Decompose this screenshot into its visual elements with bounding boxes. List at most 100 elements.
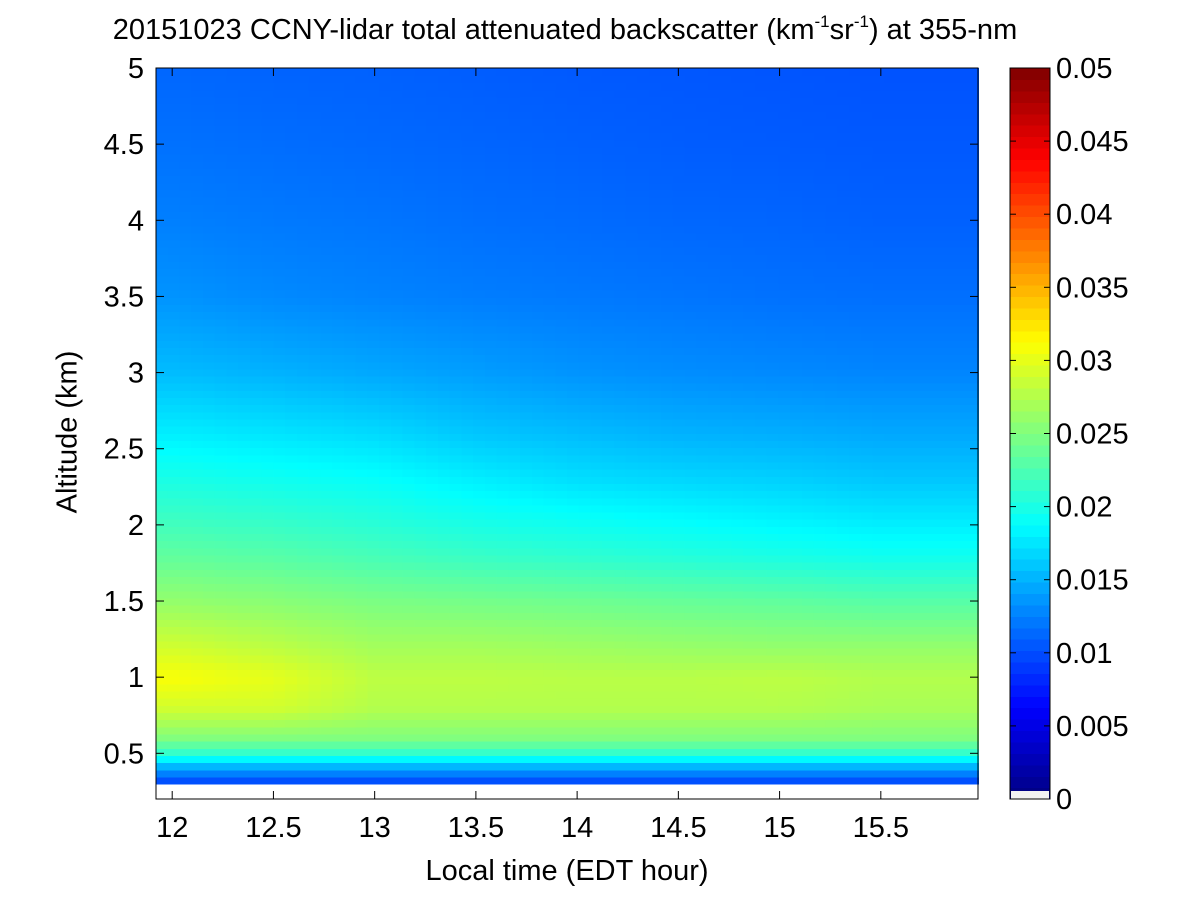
heatmap-cell xyxy=(543,611,557,620)
heatmap-cell xyxy=(590,275,604,284)
heatmap-cell xyxy=(520,390,533,399)
heatmap-cell xyxy=(790,719,803,728)
heatmap-cell xyxy=(496,275,510,284)
heatmap-cell xyxy=(449,468,463,477)
heatmap-cell xyxy=(637,683,650,692)
heatmap-cell xyxy=(696,719,709,728)
heatmap-cell xyxy=(942,497,956,506)
heatmap-cell xyxy=(860,747,874,756)
heatmap-cell xyxy=(496,332,510,341)
heatmap-cell xyxy=(238,576,251,585)
heatmap-cell xyxy=(590,397,604,406)
heatmap-cell xyxy=(249,747,263,756)
heatmap-cell xyxy=(719,454,733,463)
heatmap-cell xyxy=(402,569,416,577)
heatmap-cell xyxy=(191,676,204,685)
heatmap-cell xyxy=(860,382,874,391)
heatmap-cell xyxy=(778,569,791,577)
heatmap-cell xyxy=(414,705,427,713)
heatmap-cell xyxy=(449,440,463,449)
heatmap-cell xyxy=(625,390,639,399)
heatmap-cell xyxy=(625,705,639,713)
heatmap-cell xyxy=(308,433,322,441)
heatmap-cell xyxy=(531,275,545,284)
heatmap-cell xyxy=(907,289,921,298)
heatmap-cell xyxy=(285,776,298,785)
heatmap-cell xyxy=(766,504,780,513)
heatmap-cell xyxy=(942,705,956,713)
heatmap-cell xyxy=(555,468,568,477)
heatmap-cell xyxy=(790,461,803,470)
heatmap-cell xyxy=(437,461,451,470)
heatmap-cell xyxy=(461,332,474,341)
heatmap-cell xyxy=(613,690,627,699)
heatmap-cell xyxy=(426,576,439,585)
heatmap-cell xyxy=(308,361,322,370)
heatmap-cell xyxy=(954,318,968,327)
heatmap-cell xyxy=(660,511,674,520)
heatmap-cell xyxy=(696,411,709,420)
heatmap-cell xyxy=(707,390,721,399)
heatmap-cell xyxy=(379,440,392,449)
heatmap-cell xyxy=(837,461,850,470)
heatmap-cell xyxy=(355,311,369,320)
heatmap-cell xyxy=(296,540,310,549)
heatmap-cell xyxy=(884,375,897,384)
heatmap-cell xyxy=(895,361,909,370)
heatmap-cell xyxy=(672,740,686,749)
heatmap-cell xyxy=(320,347,333,356)
heatmap-cell xyxy=(343,697,357,706)
heatmap-cell xyxy=(520,318,533,327)
heatmap-cell xyxy=(437,604,451,613)
heatmap-cell xyxy=(484,647,498,656)
heatmap-cell xyxy=(390,633,404,642)
heatmap-cell xyxy=(567,440,580,449)
heatmap-cell xyxy=(825,368,838,377)
heatmap-cell xyxy=(766,497,780,506)
heatmap-cell xyxy=(167,640,181,649)
heatmap-cell xyxy=(273,626,286,635)
heatmap-cell xyxy=(156,561,169,570)
heatmap-cell xyxy=(461,719,474,728)
heatmap-cell xyxy=(860,533,874,542)
heatmap-cell xyxy=(719,647,733,656)
heatmap-cell xyxy=(919,690,932,699)
heatmap-cell xyxy=(296,361,310,370)
heatmap-cell xyxy=(872,289,885,298)
heatmap-cell xyxy=(332,583,345,592)
heatmap-cell xyxy=(355,540,369,549)
heatmap-cell xyxy=(473,382,486,391)
heatmap-cell xyxy=(602,705,615,713)
heatmap-cell xyxy=(273,518,286,527)
heatmap-cell xyxy=(790,354,803,363)
heatmap-cell xyxy=(308,576,322,585)
heatmap-cell xyxy=(766,576,780,585)
heatmap-cell xyxy=(261,705,275,713)
heatmap-cell xyxy=(520,325,533,334)
heatmap-cell xyxy=(202,289,216,298)
heatmap-cell xyxy=(660,626,674,635)
heatmap-cell xyxy=(531,475,545,484)
heatmap-cell xyxy=(191,289,204,298)
heatmap-cell xyxy=(696,633,709,642)
heatmap-cell xyxy=(285,626,298,635)
heatmap-cell xyxy=(848,390,862,399)
heatmap-cell xyxy=(285,318,298,327)
heatmap-cell xyxy=(696,640,709,649)
heatmap-cell xyxy=(543,468,557,477)
heatmap-cell xyxy=(907,375,921,384)
heatmap-cell xyxy=(343,547,357,556)
heatmap-cell xyxy=(402,497,416,506)
heatmap-cell xyxy=(273,576,286,585)
heatmap-cell xyxy=(285,411,298,420)
heatmap-cell xyxy=(461,633,474,642)
heatmap-cell xyxy=(684,332,697,341)
heatmap-cell xyxy=(343,640,357,649)
heatmap-cell xyxy=(473,762,486,771)
heatmap-cell xyxy=(754,640,768,649)
heatmap-cell xyxy=(719,461,733,470)
heatmap-cell xyxy=(285,332,298,341)
heatmap-cell xyxy=(766,361,780,370)
heatmap-cell xyxy=(754,332,768,341)
heatmap-cell xyxy=(766,411,780,420)
